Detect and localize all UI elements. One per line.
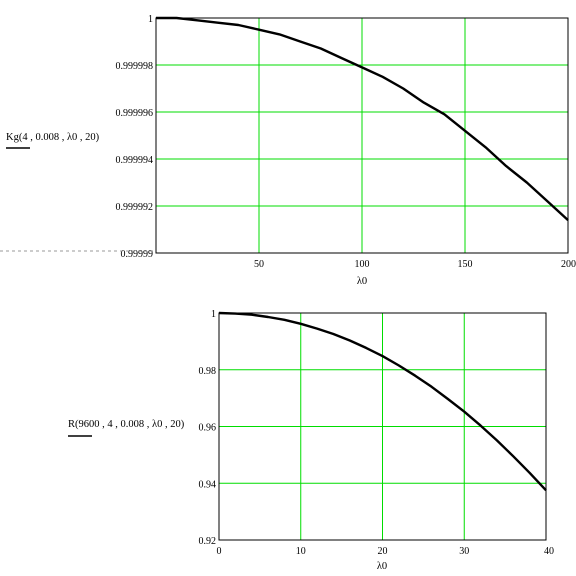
r-x-tick-label: 40 <box>544 546 554 557</box>
kg-x-tick-label: 200 <box>561 259 576 270</box>
r-y-tick-label: 0.98 <box>199 366 217 377</box>
r-plot-frame <box>218 312 547 541</box>
kg-x-tick-label: 100 <box>355 259 370 270</box>
r-y-tick-label: 0.92 <box>199 536 217 547</box>
r-x-tick-label: 20 <box>378 546 388 557</box>
kg-y-tick-label: 0.999992 <box>116 202 154 213</box>
kg-series-line <box>156 16 569 221</box>
r-ylabel: R(9600 , 4 , 0.008 , λ0 , 20) <box>68 419 185 430</box>
chart-kg: Kg(4 , 0.008 , λ0 , 20) λ0 50 100 150 200 0.… <box>6 14 576 287</box>
kg-x-tick-label: 50 <box>254 259 264 270</box>
r-y-tick-label: 0.96 <box>199 423 217 434</box>
kg-ylabel: Kg(4 , 0.008 , λ0 , 20) <box>6 132 100 143</box>
r-y-tick-label: 1 <box>211 309 216 320</box>
kg-y-tick-label: 0.999998 <box>116 61 154 72</box>
r-x-tick-label: 0 <box>217 546 222 557</box>
kg-xlabel: λ0 <box>357 276 367 287</box>
kg-y-tick-label: 0.99999 <box>121 249 154 260</box>
r-y-tick-label: 0.94 <box>199 479 217 490</box>
r-xlabel: λ0 <box>377 561 387 572</box>
chart-r: R(9600 , 4 , 0.008 , λ0 , 20) λ0 0 10 20 30… <box>68 309 554 572</box>
r-x-tick-label: 30 <box>459 546 469 557</box>
r-x-tick-label: 10 <box>296 546 306 557</box>
kg-x-tick-label: 150 <box>458 259 473 270</box>
kg-plot-frame <box>155 17 569 254</box>
kg-y-tick-label: 0.999996 <box>116 108 154 119</box>
r-series-line <box>218 311 547 492</box>
kg-y-tick-label: 1 <box>148 14 153 25</box>
kg-y-tick-label: 0.999994 <box>116 155 154 166</box>
